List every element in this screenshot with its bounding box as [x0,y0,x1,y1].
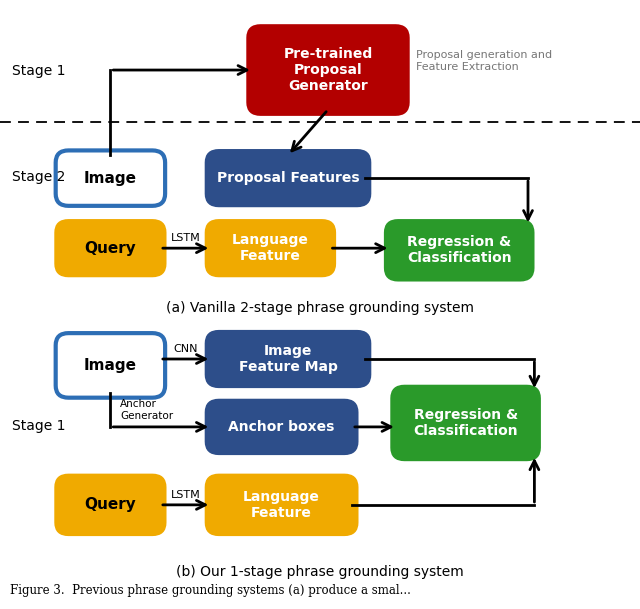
Text: Proposal Features: Proposal Features [217,171,359,185]
Text: Image
Feature Map: Image Feature Map [239,344,337,374]
Text: Image: Image [84,358,137,373]
Text: Stage 2: Stage 2 [12,170,65,183]
FancyBboxPatch shape [56,150,165,206]
Text: Stage 1: Stage 1 [12,420,65,433]
Text: Figure 3.  Previous phrase grounding systems (a) produce a smal...: Figure 3. Previous phrase grounding syst… [10,584,410,597]
Text: Regression &
Classification: Regression & Classification [413,408,518,438]
FancyBboxPatch shape [248,26,408,114]
FancyBboxPatch shape [206,475,357,535]
FancyBboxPatch shape [392,386,540,460]
Text: Image: Image [84,171,137,186]
Text: (a) Vanilla 2-stage phrase grounding system: (a) Vanilla 2-stage phrase grounding sys… [166,301,474,314]
FancyBboxPatch shape [56,220,165,276]
Text: Regression &
Classification: Regression & Classification [407,235,511,266]
FancyBboxPatch shape [56,475,165,535]
Text: (b) Our 1-stage phrase grounding system: (b) Our 1-stage phrase grounding system [176,566,464,579]
FancyBboxPatch shape [206,400,357,454]
Text: Pre-trained
Proposal
Generator: Pre-trained Proposal Generator [284,47,372,93]
FancyBboxPatch shape [385,220,533,280]
FancyBboxPatch shape [206,220,335,276]
Text: Query: Query [84,241,136,256]
Text: CNN: CNN [173,344,198,354]
Text: Anchor boxes: Anchor boxes [228,420,335,434]
Text: Stage 1: Stage 1 [12,65,65,78]
Text: Anchor
Generator: Anchor Generator [120,399,173,421]
Text: Language
Feature: Language Feature [232,233,309,263]
FancyBboxPatch shape [206,331,370,387]
Text: LSTM: LSTM [171,490,200,500]
Text: Proposal generation and
Feature Extraction: Proposal generation and Feature Extracti… [416,50,552,72]
FancyBboxPatch shape [206,150,370,206]
Text: LSTM: LSTM [171,233,200,244]
Text: Language
Feature: Language Feature [243,490,320,520]
Text: Query: Query [84,498,136,512]
FancyBboxPatch shape [56,333,165,398]
